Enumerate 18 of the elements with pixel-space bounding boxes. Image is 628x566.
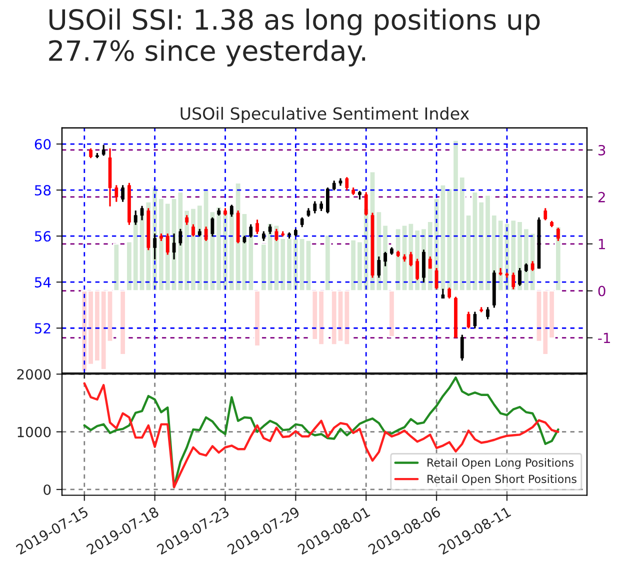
chart-title: USOil SSI: 1.38 as long positions up 27.7% since yesterday.: [49, 8, 540, 66]
y-tick-label: 0: [44, 484, 51, 495]
y2-tick-label: 3: [598, 144, 606, 156]
y-tick-label: 52: [34, 323, 50, 334]
legend-label: Retail Open Long Positions: [428, 458, 574, 469]
legend-label: Retail Open Short Positions: [428, 474, 576, 486]
y2-tick-label: 0: [598, 286, 606, 296]
y-tick-label: 60: [34, 138, 51, 150]
y2-tick-label: 2: [598, 192, 605, 202]
y-tick-label: 1000: [18, 426, 51, 438]
chart-subtitle: USOil Speculative Sentiment Index: [180, 106, 470, 124]
y-tick-label: 54: [34, 277, 51, 288]
y2-tick-label: -1: [598, 332, 610, 344]
y-tick-label: 2000: [17, 369, 51, 380]
y-tick-label: 56: [34, 231, 51, 242]
candlestick: [498, 268, 502, 276]
y-tick-label: 58: [34, 185, 51, 196]
y2-tick-label: 1: [598, 239, 605, 250]
